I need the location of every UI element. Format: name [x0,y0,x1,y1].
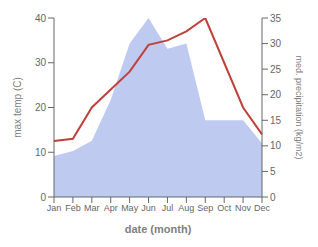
svg-text:20: 20 [270,89,282,100]
svg-text:Jul: Jul [162,203,174,213]
svg-text:0: 0 [40,192,46,203]
svg-text:20: 20 [35,102,47,113]
svg-text:Feb: Feb [65,203,81,213]
svg-text:May: May [121,203,139,213]
svg-text:Aug: Aug [178,203,194,213]
svg-text:30: 30 [35,57,47,68]
svg-text:Jun: Jun [141,203,156,213]
svg-text:10: 10 [35,147,47,158]
svg-text:Dec: Dec [254,203,271,213]
svg-text:40: 40 [35,13,47,24]
svg-text:10: 10 [270,140,282,151]
svg-text:5: 5 [270,166,276,177]
svg-text:0: 0 [270,192,276,203]
svg-text:35: 35 [270,13,282,24]
svg-text:Nov: Nov [235,203,252,213]
svg-text:date (month): date (month) [125,223,192,235]
svg-text:Apr: Apr [104,203,118,213]
svg-text:Jan: Jan [47,203,62,213]
svg-text:Mar: Mar [84,203,100,213]
svg-text:med. precipitation (kg/m2): med. precipitation (kg/m2) [294,55,304,159]
svg-text:15: 15 [270,115,282,126]
svg-text:Oct: Oct [217,203,232,213]
svg-text:30: 30 [270,38,282,49]
svg-text:25: 25 [270,64,282,75]
svg-text:Sep: Sep [197,203,213,213]
svg-text:max temp (C): max temp (C) [12,77,23,138]
